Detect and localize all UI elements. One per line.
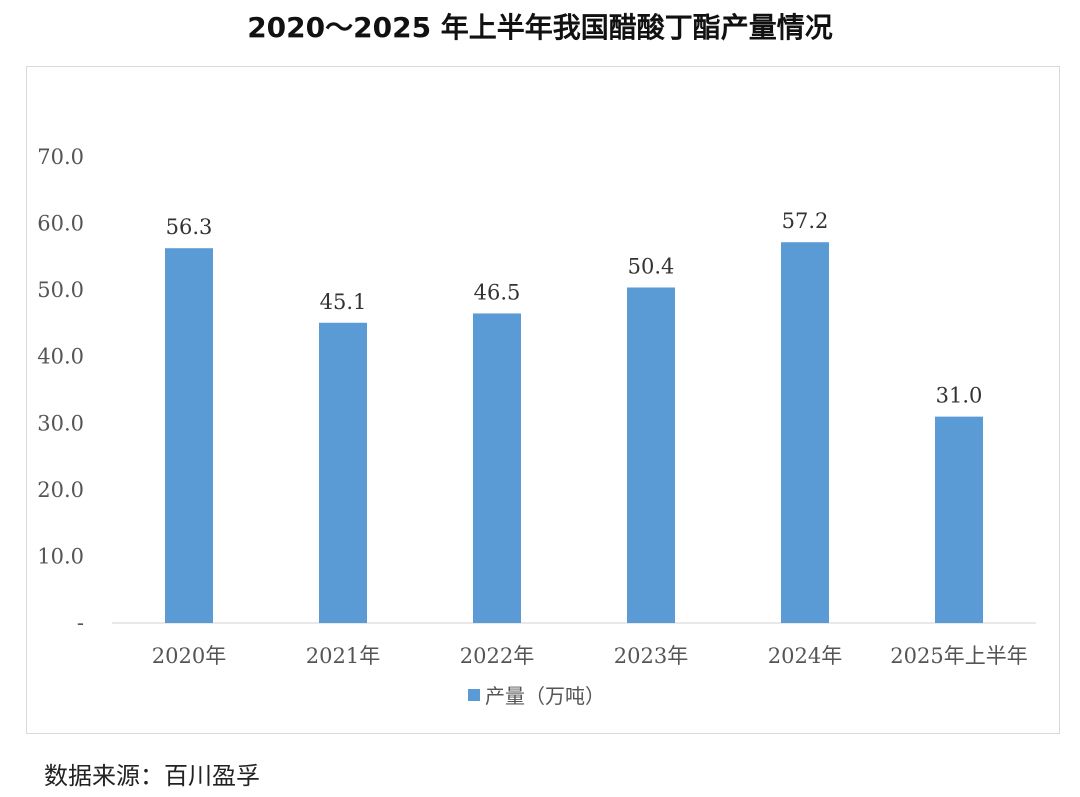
data-label: 31.0	[936, 384, 983, 408]
data-source: 数据来源：百川盈孚	[44, 762, 260, 790]
x-tick-label: 2020年	[152, 644, 226, 668]
chart-frame	[26, 66, 1060, 734]
data-label: 56.3	[166, 215, 213, 239]
y-tick-label: 20.0	[37, 478, 84, 502]
bar	[165, 248, 213, 623]
x-tick-label: 2024年	[768, 644, 842, 668]
x-tick-label: 2023年	[614, 644, 688, 668]
x-axis-labels: 2020年 2021年 2022年 2023年 2024年 2025年上半年	[152, 644, 1028, 668]
y-tick-label: 50.0	[37, 278, 84, 302]
y-tick-label: -	[77, 611, 84, 635]
bar	[935, 416, 983, 623]
y-tick-label: 40.0	[37, 345, 84, 369]
bars	[165, 242, 983, 623]
y-tick-label: 70.0	[37, 145, 84, 169]
x-tick-label: 2025年上半年	[890, 644, 1027, 668]
y-tick-label: 60.0	[37, 212, 84, 236]
bar	[473, 313, 521, 623]
x-tick-label: 2022年	[460, 644, 534, 668]
y-tick-label: 30.0	[37, 411, 84, 435]
data-label: 46.5	[474, 280, 521, 304]
data-labels: 56.3 45.1 46.5 50.4 57.2 31.0	[166, 209, 983, 407]
data-label: 57.2	[782, 209, 829, 233]
x-tick-label: 2021年	[306, 644, 380, 668]
data-label: 45.1	[320, 290, 367, 314]
legend-swatch	[468, 689, 480, 701]
legend: 产量（万吨）	[468, 684, 605, 708]
y-tick-label: 10.0	[37, 544, 84, 568]
chart-title: 2020～2025 年上半年我国醋酸丁酯产量情况	[247, 11, 833, 44]
bar	[627, 287, 675, 623]
data-label: 50.4	[628, 254, 675, 278]
legend-label: 产量（万吨）	[485, 684, 605, 708]
bar	[781, 242, 829, 623]
y-axis-ticks: - 10.0 20.0 30.0 40.0 50.0 60.0 70.0	[37, 145, 84, 635]
bar	[319, 322, 367, 623]
